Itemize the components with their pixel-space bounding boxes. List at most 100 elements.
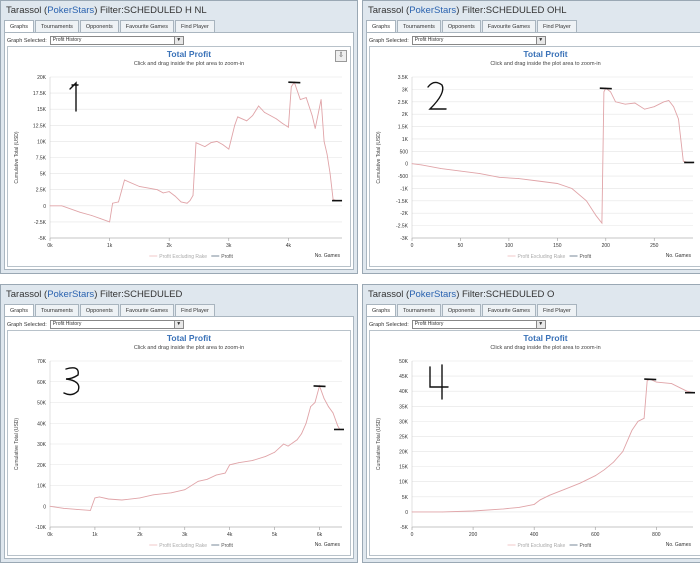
site-link[interactable]: PokerStars <box>47 289 95 300</box>
chevron-down-icon[interactable]: ▼ <box>535 37 545 44</box>
data-point <box>246 120 248 122</box>
chart-svg[interactable]: Total Profit Click and drag inside the pl… <box>8 331 350 555</box>
data-point <box>258 105 259 107</box>
tab-graphs[interactable]: Graphs <box>366 20 397 33</box>
handwritten-annotation <box>63 367 80 396</box>
tab-find-player[interactable]: Find Player <box>174 20 215 32</box>
chart-area[interactable]: Total Profit Click and drag inside the pl… <box>7 46 351 267</box>
tab-find-player[interactable]: Find Player <box>536 20 577 32</box>
tab-tournaments[interactable]: Tournaments <box>35 20 79 32</box>
panel-body: Graph Selected: Profit History ▼ Total Pr… <box>4 316 354 559</box>
data-point <box>637 420 639 422</box>
panel-title: Tarassol (PokerStars) Filter:SCHEDULED O… <box>368 5 567 16</box>
y-tick-label: 5K <box>40 172 47 178</box>
graph-selected-label: Graph Selected: <box>7 321 47 328</box>
tab-graphs[interactable]: Graphs <box>4 304 35 317</box>
data-point <box>663 101 665 103</box>
chart-area[interactable]: Total Profit Click and drag inside the pl… <box>369 46 700 267</box>
data-point <box>671 383 673 385</box>
data-point <box>228 148 230 150</box>
x-tick-label: 100 <box>505 243 514 249</box>
data-point <box>594 475 596 477</box>
tab-favourite-games[interactable]: Favourite Games <box>119 20 174 32</box>
tab-favourite-games[interactable]: Favourite Games <box>119 304 174 316</box>
data-point <box>118 201 119 203</box>
y-tick-label: 7.5K <box>36 156 47 162</box>
data-point <box>326 153 328 155</box>
y-tick-label: 1K <box>402 137 409 143</box>
graph-select-dropdown[interactable]: Profit History ▼ <box>411 320 546 329</box>
data-point <box>287 126 289 128</box>
x-tick-label: 0k <box>47 532 53 538</box>
tab-tournaments[interactable]: Tournaments <box>35 304 79 316</box>
chevron-down-icon[interactable]: ▼ <box>173 321 183 328</box>
data-point <box>673 106 675 108</box>
data-point <box>121 499 123 501</box>
x-tick-label: 0 <box>411 243 414 249</box>
legend-profit: Profit <box>221 543 233 549</box>
data-point <box>668 100 670 101</box>
graph-select-dropdown[interactable]: Profit History ▼ <box>411 36 546 45</box>
y-tick-label: -1.5K <box>396 199 409 205</box>
tab-find-player[interactable]: Find Player <box>536 304 577 316</box>
y-tick-label: 20K <box>399 450 409 456</box>
tab-tournaments[interactable]: Tournaments <box>397 20 441 32</box>
site-link[interactable]: PokerStars <box>409 5 457 16</box>
tab-opponents[interactable]: Opponents <box>441 304 481 316</box>
chart-area[interactable]: Total Profit Click and drag inside the pl… <box>7 330 351 556</box>
y-tick-label: 70K <box>37 359 47 365</box>
data-point <box>518 178 519 179</box>
y-tick-label: 20K <box>37 463 47 469</box>
chevron-down-icon[interactable]: ▼ <box>535 321 545 328</box>
tab-graphs[interactable]: Graphs <box>366 304 397 317</box>
graph-selector: Graph Selected: Profit History ▼ <box>369 320 546 329</box>
y-tick-label: -2K <box>400 211 408 217</box>
data-point <box>299 99 301 100</box>
tab-find-player[interactable]: Find Player <box>174 304 215 316</box>
y-tick-label: 50K <box>399 359 409 365</box>
x-tick-label: 6k <box>317 532 323 538</box>
data-point <box>503 508 505 510</box>
data-point <box>76 508 78 510</box>
tab-favourite-games[interactable]: Favourite Games <box>481 20 536 32</box>
site-link[interactable]: PokerStars <box>47 5 95 16</box>
y-tick-label: 15K <box>37 107 47 113</box>
data-point <box>634 102 636 104</box>
y-tick-label: 30K <box>37 442 47 448</box>
data-point <box>91 215 93 216</box>
chart-svg[interactable]: Total Profit Click and drag inside the pl… <box>370 331 700 555</box>
tab-graphs[interactable]: Graphs <box>4 20 35 33</box>
site-link[interactable]: PokerStars <box>409 289 457 300</box>
peak-marker <box>313 385 326 388</box>
tab-tournaments[interactable]: Tournaments <box>397 304 441 316</box>
data-point <box>686 390 688 392</box>
tab-opponents[interactable]: Opponents <box>79 20 119 32</box>
y-tick-label: -2.5K <box>34 220 47 226</box>
series-line-profit <box>50 81 337 223</box>
data-point <box>264 112 265 113</box>
chart-svg[interactable]: Total Profit Click and drag inside the pl… <box>8 47 350 266</box>
chevron-down-icon[interactable]: ▼ <box>173 37 183 44</box>
chart-title: Total Profit <box>523 333 567 343</box>
chart-svg[interactable]: Total Profit Click and drag inside the pl… <box>370 47 700 266</box>
data-point <box>314 402 316 403</box>
data-point <box>498 176 500 178</box>
data-point <box>174 195 176 197</box>
data-point <box>613 461 614 463</box>
data-point <box>460 170 461 172</box>
tab-bar: Graphs Tournaments Opponents Favourite G… <box>366 304 578 317</box>
download-icon[interactable]: ⇩ <box>335 50 347 62</box>
tab-favourite-games[interactable]: Favourite Games <box>481 304 536 316</box>
tab-opponents[interactable]: Opponents <box>79 304 119 316</box>
chart-area[interactable]: Total Profit Click and drag inside the pl… <box>369 330 700 556</box>
graph-select-dropdown[interactable]: Profit History ▼ <box>49 36 184 45</box>
y-tick-label: 3.5K <box>398 75 409 81</box>
data-point <box>189 200 191 202</box>
graph-selector: Graph Selected: Profit History ▼ <box>7 320 184 329</box>
peak-marker <box>288 81 301 84</box>
tab-opponents[interactable]: Opponents <box>441 20 481 32</box>
data-point <box>411 163 413 165</box>
data-point <box>252 115 254 117</box>
y-tick-label: 0 <box>43 204 46 210</box>
graph-select-dropdown[interactable]: Profit History ▼ <box>49 320 184 329</box>
